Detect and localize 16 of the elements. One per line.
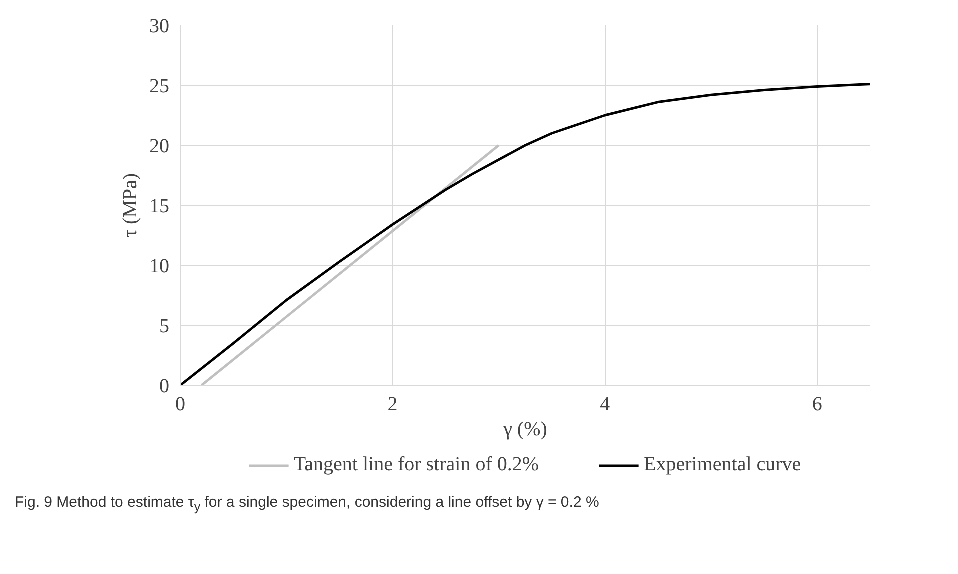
y-tick-label: 20 (150, 136, 170, 158)
x-tick-label: 4 (600, 394, 610, 416)
y-tick-label: 10 (150, 256, 170, 278)
y-axis-title: τ (MPa) (120, 173, 142, 238)
y-tick-label: 15 (150, 196, 170, 218)
x-axis-title: γ (%) (502, 418, 548, 440)
y-tick-label: 30 (150, 16, 170, 38)
y-tick-label: 0 (160, 376, 170, 398)
y-tick-label: 25 (150, 76, 170, 98)
y-tick-label: 5 (160, 316, 170, 338)
x-tick-label: 0 (176, 394, 186, 416)
x-tick-label: 6 (812, 394, 822, 416)
legend-label: Tangent line for strain of 0.2% (294, 454, 540, 476)
caption: Fig. 9 Method to estimate τ$_{y}$ for a single specimen, considering a line offset by γ = 0.2 % (15, 493, 600, 516)
x-tick-label: 2 (388, 394, 398, 416)
legend-label: Experimental curve (644, 454, 802, 476)
